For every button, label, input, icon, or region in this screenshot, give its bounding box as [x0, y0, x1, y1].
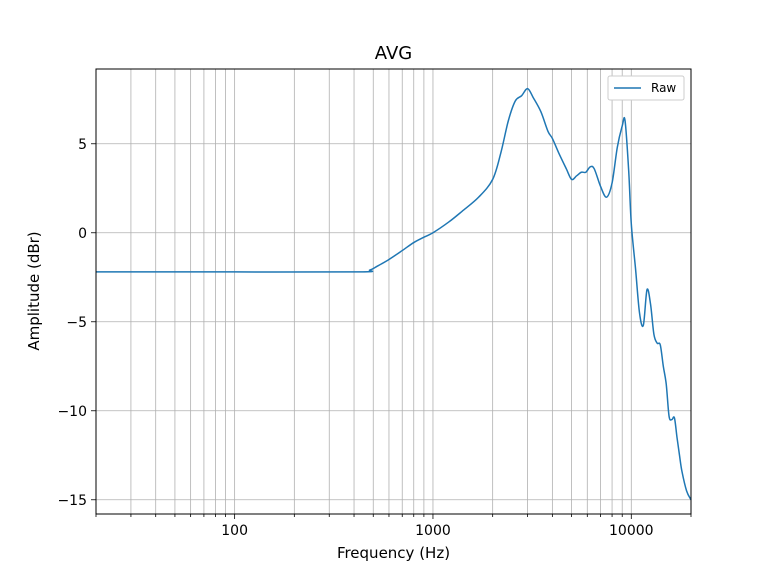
x-axis-title: Frequency (Hz) [337, 544, 450, 562]
y-tick-label: 0 [78, 226, 87, 242]
chart-title: AVG [375, 43, 412, 64]
x-tick-label: 10000 [609, 523, 654, 539]
grid [95, 69, 692, 514]
legend-box [607, 75, 685, 101]
y-tick-label: −5 [66, 315, 87, 331]
x-tick-label: 100 [221, 523, 248, 539]
y-tick-label: 5 [78, 137, 87, 153]
legend: Raw [607, 75, 685, 101]
series-layer [96, 87, 692, 501]
x-tick-label: 1000 [415, 523, 451, 539]
plot-frame [95, 68, 692, 515]
y-tick-label: −10 [57, 404, 87, 420]
plot-area [96, 69, 691, 514]
series-line-raw [96, 87, 692, 501]
ticks: 100 1000 10000 5 0 −5 −10 −15 [57, 137, 692, 539]
y-tick-label: −15 [57, 493, 87, 509]
y-axis-title: Amplitude (dBr) [25, 231, 43, 350]
legend-label-raw: Raw [651, 81, 676, 95]
